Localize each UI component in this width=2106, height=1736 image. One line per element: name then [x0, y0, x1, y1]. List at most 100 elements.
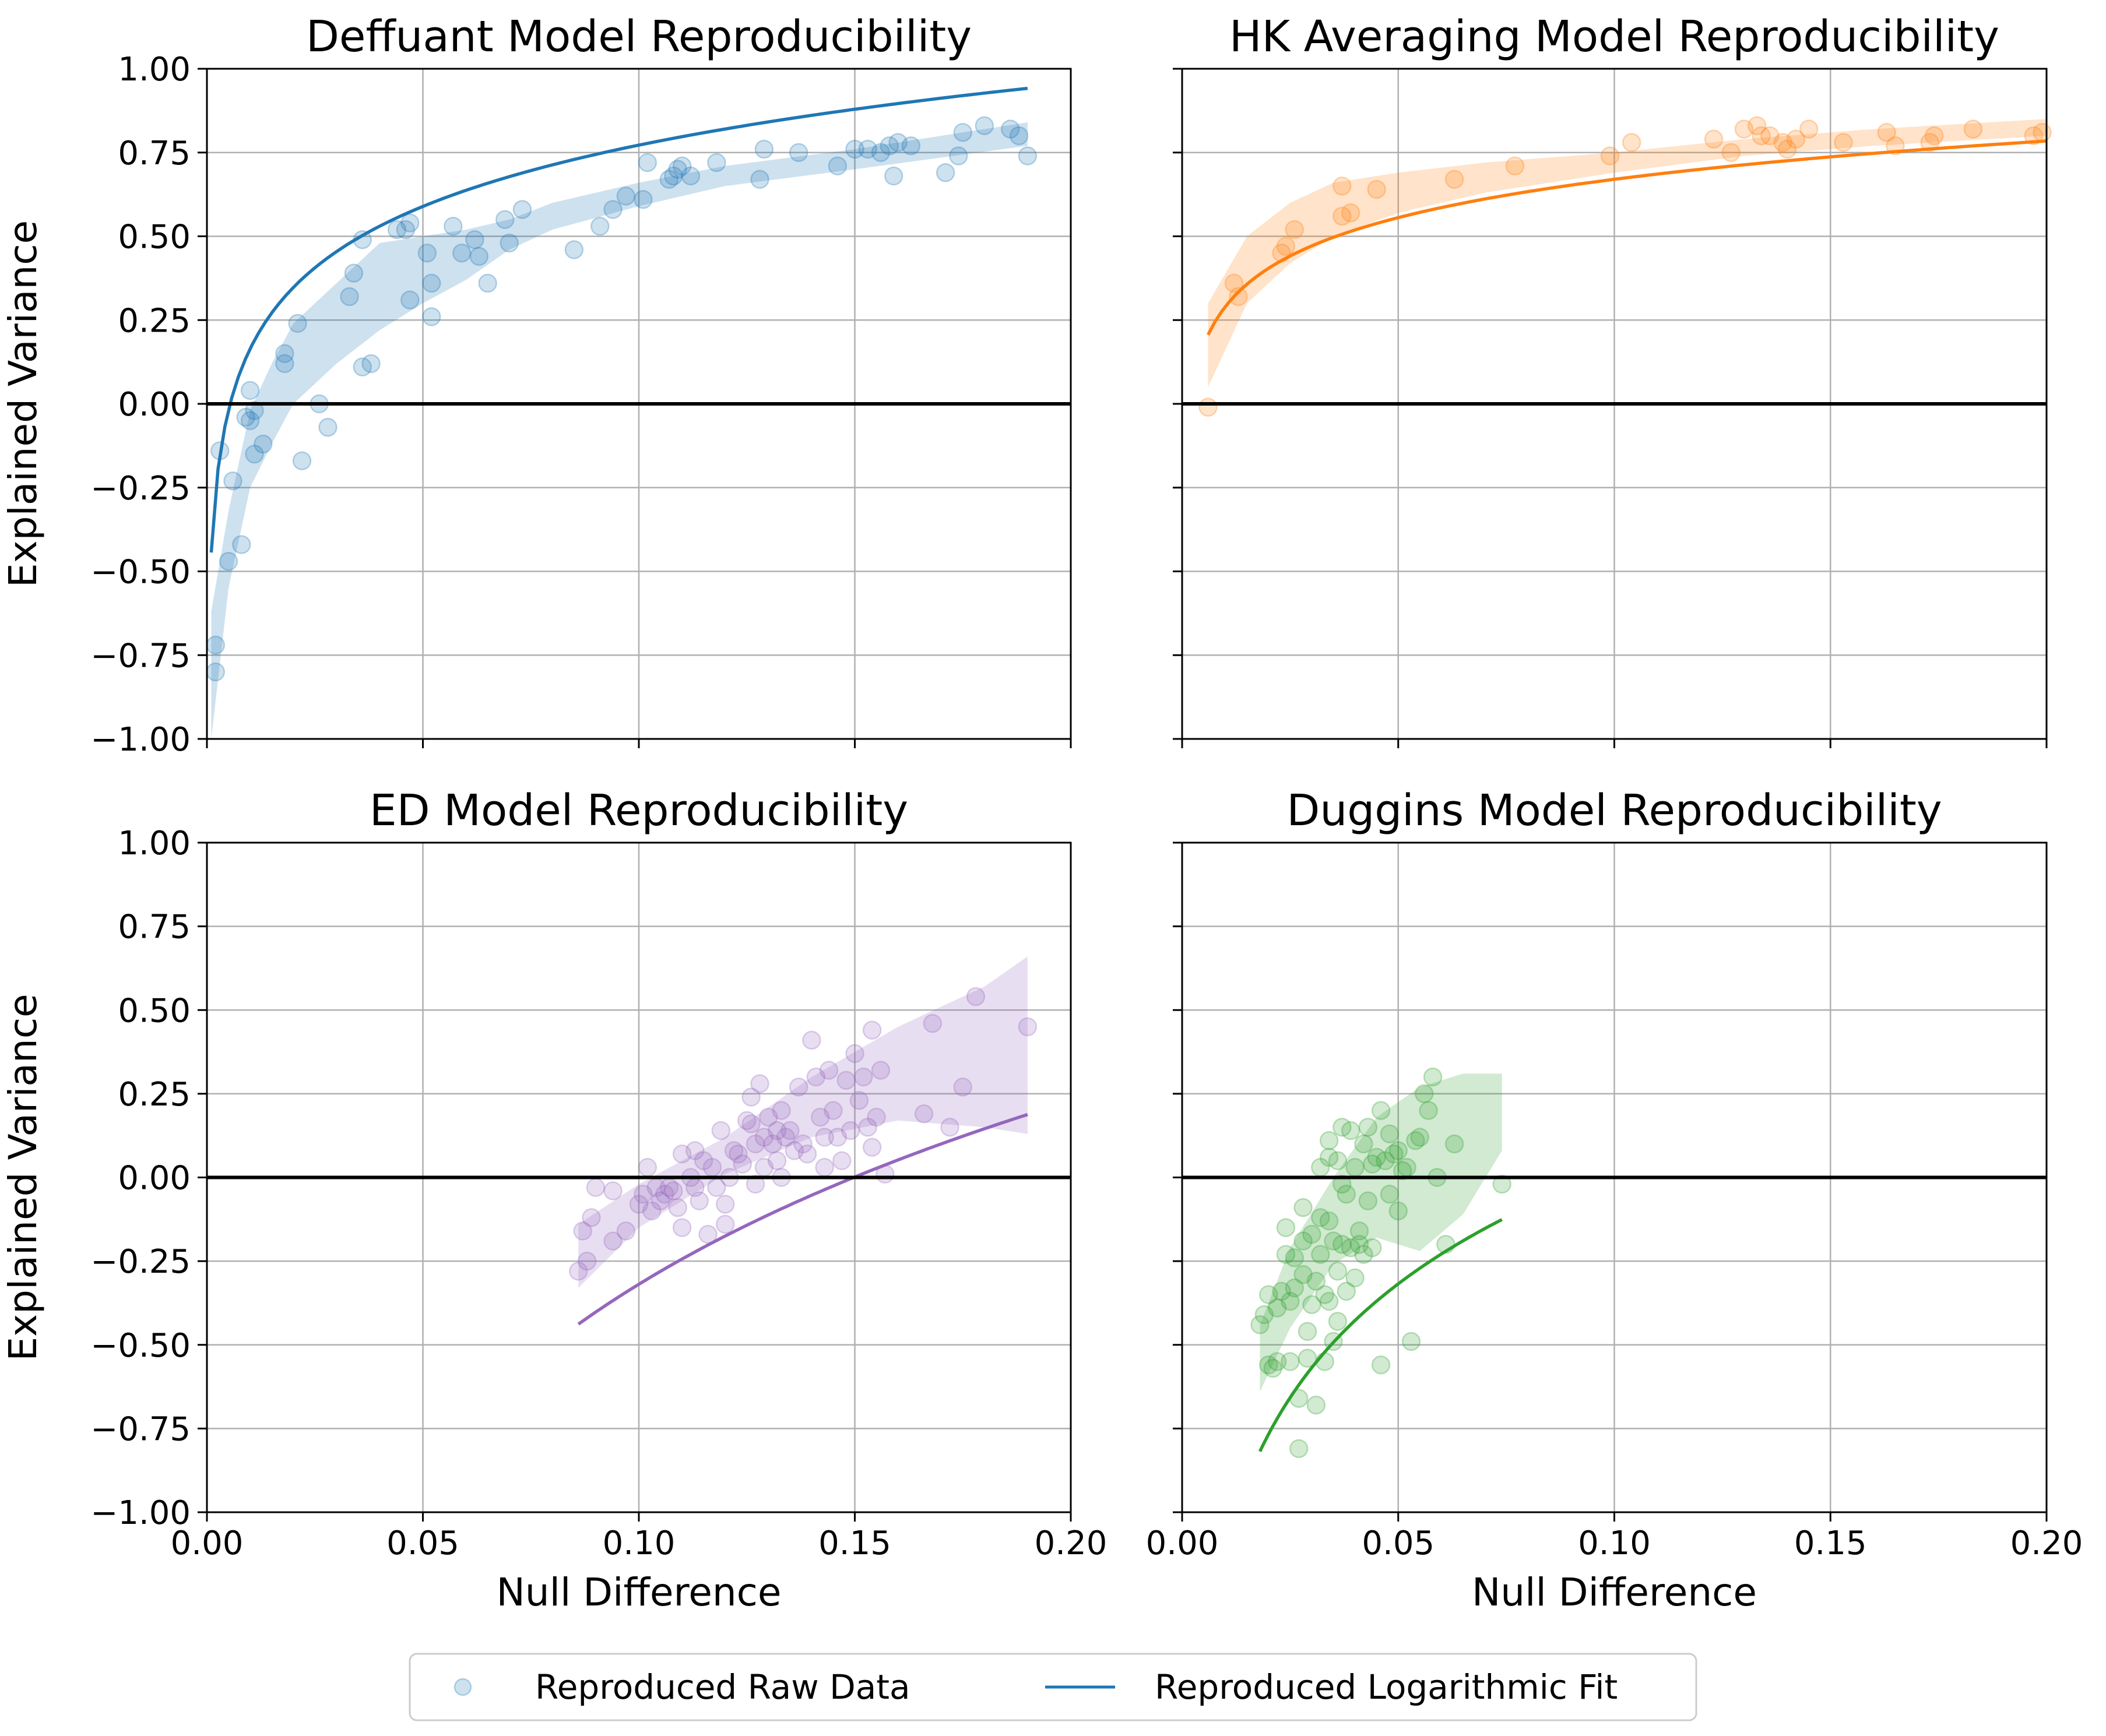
data-point [1332, 206, 1352, 226]
data-point [582, 1208, 601, 1227]
data-point [1281, 1352, 1300, 1371]
data-point [1388, 1201, 1408, 1221]
x-tick-label: 0.05 [1362, 1524, 1435, 1562]
data-point [793, 1134, 813, 1154]
data-point [254, 434, 273, 454]
data-point [737, 1111, 757, 1131]
data-point [1259, 1285, 1278, 1304]
data-point [1319, 1147, 1339, 1167]
data-point [1224, 273, 1244, 293]
data-point [1250, 1315, 1270, 1334]
data-point [478, 273, 497, 293]
data-point [1285, 1278, 1305, 1298]
y-tick-label: 1.00 [118, 51, 191, 89]
data-point [668, 160, 687, 179]
y-tick-label: −0.50 [90, 1327, 191, 1365]
data-point [819, 1061, 839, 1080]
x-tick-label: 0.15 [1794, 1524, 1867, 1562]
data-point [400, 290, 420, 309]
x-tick-label: 0.20 [2010, 1524, 2083, 1562]
data-point [1198, 397, 1218, 417]
data-point [616, 1221, 636, 1241]
data-point [767, 1151, 787, 1171]
data-point [1920, 133, 1940, 152]
data-point [707, 153, 726, 172]
x-tick-label: 0.00 [171, 1524, 244, 1562]
data-point [1349, 1235, 1369, 1254]
data-point [1254, 1305, 1274, 1325]
data-point [1734, 119, 1754, 139]
data-point [1315, 1285, 1334, 1304]
data-point [1267, 1298, 1287, 1318]
data-point [871, 143, 891, 162]
x-tick-label: 0.20 [1035, 1524, 1108, 1562]
data-point [1276, 1218, 1296, 1237]
log-fit-line [577, 1112, 1028, 1326]
data-point [1834, 133, 1853, 152]
data-point [776, 1128, 796, 1147]
data-point [754, 139, 774, 159]
y-tick-label: 0.50 [118, 992, 191, 1030]
data-point [862, 1020, 882, 1040]
data-point [1777, 139, 1797, 159]
data-point [940, 1118, 959, 1137]
data-point [746, 1174, 765, 1194]
data-point [2033, 123, 2052, 142]
y-tick-label: −1.00 [90, 1494, 191, 1532]
data-point [1963, 119, 1983, 139]
data-point [1319, 1131, 1339, 1150]
data-point [223, 471, 242, 491]
data-point [664, 1181, 683, 1200]
data-point [1263, 1358, 1282, 1378]
data-point [1444, 170, 1464, 189]
data-point [797, 1145, 817, 1164]
data-point [828, 156, 848, 175]
data-point [292, 451, 312, 470]
data-point [772, 1101, 791, 1120]
data-point [1380, 1184, 1400, 1204]
data-point [1492, 1174, 1511, 1194]
data-point [880, 136, 899, 156]
data-point [1302, 1295, 1321, 1315]
y-axis-label: Explained Variance [1, 220, 45, 587]
data-point [1328, 1312, 1348, 1331]
data-point [1371, 1355, 1391, 1375]
data-point [914, 1104, 934, 1124]
data-point [1419, 1101, 1438, 1120]
data-point [1414, 1084, 1434, 1104]
panel-title: Duggins Model Reproducibility [1286, 786, 1942, 836]
data-point [1306, 1272, 1326, 1291]
data-point [573, 1221, 592, 1241]
data-point [1799, 119, 1819, 139]
x-tick-label: 0.05 [386, 1524, 459, 1562]
y-tick-label: 0.75 [118, 135, 191, 172]
data-point [681, 166, 701, 186]
data-point [1337, 1281, 1356, 1301]
data-point [1272, 1281, 1291, 1301]
data-point [1410, 1128, 1430, 1147]
data-point [668, 1198, 687, 1217]
data-point [1293, 1265, 1313, 1284]
data-point [845, 139, 864, 159]
data-point [206, 662, 226, 682]
data-point [245, 401, 264, 420]
y-tick-label: 0.00 [118, 1160, 191, 1198]
y-tick-label: −0.25 [90, 1243, 191, 1281]
data-point [832, 1151, 852, 1171]
data-point [672, 1218, 692, 1237]
data-point [806, 1067, 826, 1087]
data-point [232, 535, 251, 554]
data-point [1721, 143, 1741, 162]
data-point [672, 156, 692, 175]
data-point [387, 220, 407, 240]
data-point [500, 233, 519, 253]
data-point [1363, 1154, 1382, 1174]
data-point [1349, 1221, 1369, 1241]
log-fit-line [209, 86, 1028, 553]
data-point [1341, 203, 1360, 223]
confidence-band [1260, 1073, 1502, 1392]
data-point [672, 1145, 692, 1164]
data-point [1760, 126, 1780, 146]
data-point [1341, 1238, 1360, 1258]
data-point [651, 1191, 670, 1210]
